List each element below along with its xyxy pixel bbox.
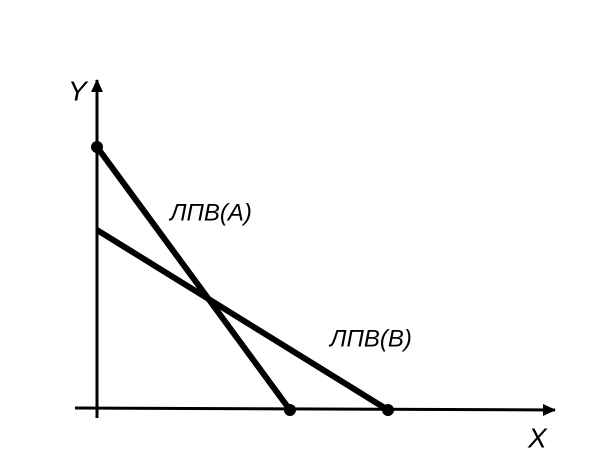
curve-a <box>94 145 293 412</box>
curve-label: ЛПВ(А) <box>168 199 252 226</box>
curve-b <box>95 227 390 413</box>
point <box>91 141 103 153</box>
point <box>382 404 394 416</box>
point <box>284 404 296 416</box>
y-axis-label: Y <box>68 75 89 106</box>
x-axis <box>74 403 556 416</box>
curve-label: ЛПВ(В) <box>328 325 412 352</box>
x-axis-label: X <box>527 422 548 453</box>
